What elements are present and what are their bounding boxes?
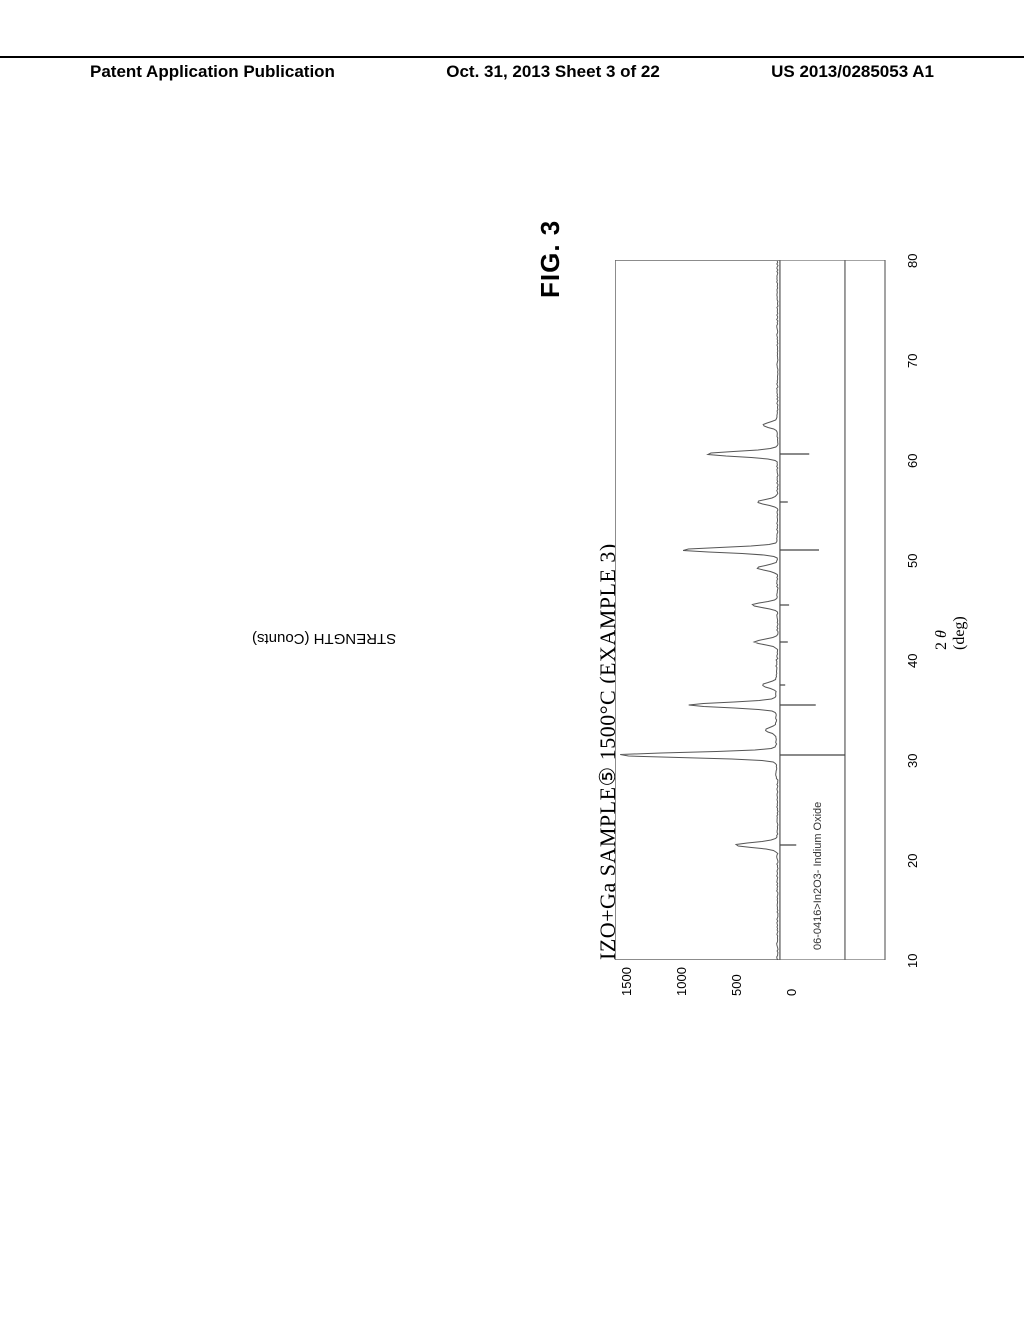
page-header: Patent Application Publication Oct. 31, … [0,56,1024,82]
y-axis-title: STRENGTH (Counts) [252,630,396,647]
y-tick-label: 1500 [619,967,634,996]
x-tick-label: 50 [905,554,920,568]
header-row: Patent Application Publication Oct. 31, … [0,62,1024,82]
x-tick-label: 80 [905,254,920,268]
x-tick-label: 10 [905,954,920,968]
x-axis-label: 2 θ (deg) [933,616,969,650]
header-center: Oct. 31, 2013 Sheet 3 of 22 [446,62,660,82]
y-tick-label: 0 [784,989,799,996]
x-tick-label: 20 [905,854,920,868]
reference-panel [780,260,892,960]
header-left: Patent Application Publication [90,62,335,82]
reference-label: 06-0416>In2O3- Indium Oxide [812,802,824,950]
y-tick-label: 1000 [674,967,689,996]
x-tick-label: 40 [905,654,920,668]
header-right: US 2013/0285053 A1 [771,62,934,82]
figure-container: FIG. 3 IZO+Ga SAMPLE⑤ 1500°C (EXAMPLE 3)… [220,260,780,1040]
y-tick-label: 500 [729,974,744,996]
patent-page: Patent Application Publication Oct. 31, … [0,0,1024,1320]
figure-label: FIG. 3 [535,220,566,298]
x-tick-label: 60 [905,454,920,468]
x-tick-label: 70 [905,354,920,368]
x-axis-label-text: 2 θ (deg) [933,616,968,650]
xrd-chart [615,260,780,960]
x-tick-label: 30 [905,754,920,768]
